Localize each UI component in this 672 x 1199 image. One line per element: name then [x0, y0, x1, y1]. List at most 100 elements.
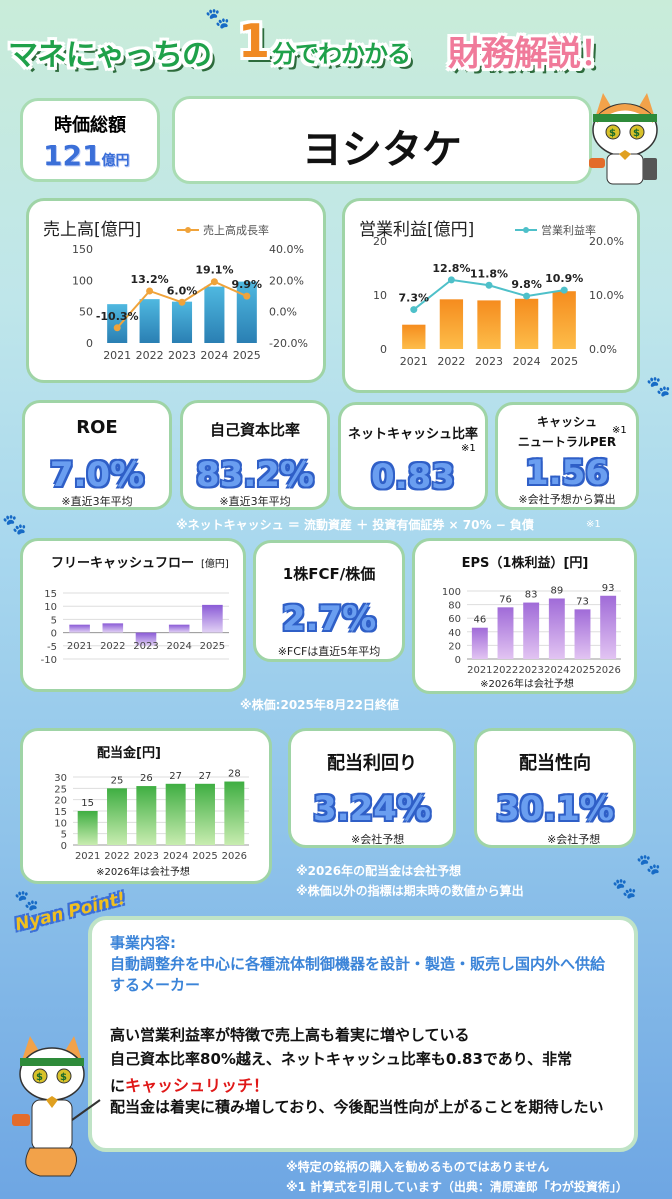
data-label: 12.8%	[432, 262, 470, 275]
bar	[107, 304, 128, 343]
y-tick-label: 60	[448, 614, 461, 625]
fcf-price-label: 1株FCF/株価	[282, 565, 376, 583]
bar	[402, 324, 426, 349]
bar	[548, 598, 565, 659]
fcf-chart-card: フリーキャッシュフロー [億円] 15 10 5 0 -5 -10 2021 2022 2023 20…	[20, 538, 246, 692]
eps-note: ※2026年は会社予想	[480, 677, 574, 690]
sales-chart-card: 売上高[億円] 売上高成長率 150 100 50 0 40.0% 20.0% 0.0% -20.…	[26, 198, 326, 383]
legend-marker	[523, 227, 529, 233]
cat-pointer-icon: $ $	[10, 1030, 102, 1180]
net-cash-value: 0.83	[371, 457, 455, 497]
cat-mascot-icon: $ $	[585, 88, 665, 188]
y2-tick-label: 0.0%	[269, 306, 297, 319]
y-tick-label: 40	[448, 628, 461, 639]
y-tick-label: 15	[54, 807, 67, 818]
div-chart-note: ※2026年は会社予想	[96, 865, 190, 878]
y2-tick-label: -20.0%	[269, 337, 308, 350]
x-tick-label: 2025	[200, 641, 225, 652]
y-tick-label: 10	[373, 289, 387, 302]
y-tick-label: -5	[47, 642, 57, 653]
roe-note: ※直近3年平均	[61, 495, 133, 508]
fcf-price-note: ※FCFは直近5年平均	[277, 645, 381, 658]
legend-label: 売上高成長率	[203, 223, 269, 237]
x-tick-label: 2026	[222, 851, 247, 862]
x-tick-label: 2022	[104, 851, 129, 862]
chart-title: EPS（1株利益）[円]	[462, 555, 589, 571]
x-tick-label: 2024	[544, 665, 569, 676]
x-tick-label: 2021	[400, 355, 428, 368]
line-point	[113, 324, 121, 332]
dividend-chart: 配当金[円]3025201510502021152022252023262024…	[54, 745, 249, 878]
legend-label: 営業利益率	[541, 223, 596, 237]
line-point	[146, 287, 154, 295]
x-tick-label: 2024	[163, 851, 188, 862]
nyan-line-2: 自己資本比率80%越え、ネットキャッシュ比率も0.83であり、非常	[110, 1050, 573, 1068]
y-tick-label: 150	[72, 243, 93, 256]
eps-chart: EPS（1株利益）[円] 100 80 60 40 20 0 2021 46 2022 76 2023…	[442, 555, 621, 690]
net-cash-card: ネットキャッシュ比率 ※1 0.83	[338, 402, 488, 510]
data-label: 28	[228, 769, 241, 780]
svg-text:$: $	[609, 128, 616, 139]
line-point	[243, 292, 251, 300]
x-tick-label: 2021	[467, 665, 492, 676]
y-tick-label: 25	[54, 784, 67, 795]
svg-text:$: $	[36, 1072, 43, 1083]
company-card: ヨシタケ	[172, 96, 592, 184]
bar	[523, 602, 540, 659]
x-tick-label: 2021	[75, 851, 100, 862]
y-tick-label: 30	[54, 773, 67, 784]
data-label: 6.0%	[167, 284, 198, 297]
title-num: 1	[238, 14, 270, 68]
y-tick-label: 10	[44, 602, 57, 613]
div-yield-note: ※会社予想	[351, 833, 405, 846]
div-note-2: ※株価以外の指標は期末時の数値から算出	[296, 884, 524, 898]
x-tick-label: 2022	[437, 355, 465, 368]
bar	[168, 624, 190, 633]
y-tick-label: 100	[72, 274, 93, 287]
eps-chart-card: EPS（1株利益）[円] 100 80 60 40 20 0 2021 46 2022 76 2023…	[412, 538, 637, 694]
data-label: 76	[499, 594, 512, 605]
bar	[135, 632, 157, 646]
x-tick-label: 2023	[134, 851, 159, 862]
data-label: 13.2%	[131, 273, 169, 286]
chart-title: 配当金[円]	[97, 745, 161, 761]
y2-tick-label: 40.0%	[269, 243, 304, 256]
title-part2: 分でわかかる	[272, 40, 411, 68]
company-name: ヨシタケ	[302, 127, 462, 173]
cn-per-value: 1.56	[525, 453, 609, 493]
x-tick-label: 2021	[103, 349, 131, 362]
y2-tick-label: 20.0%	[269, 274, 304, 287]
roe-label: ROE	[76, 417, 118, 438]
fcf-price-value: 2.7%	[281, 599, 377, 639]
y2-tick-label: 10.0%	[589, 289, 624, 302]
y-tick-label: 0	[51, 629, 57, 640]
bar	[77, 811, 98, 845]
price-note: ※株価:2025年8月22日終値	[240, 698, 399, 712]
y-tick-label: 0	[380, 343, 387, 356]
x-tick-label: 2023	[133, 641, 158, 652]
y-tick-label: 5	[51, 615, 57, 626]
equity-ratio-card: 自己資本比率 83.2% ※直近3年平均	[180, 400, 330, 510]
y-tick-label: -10	[41, 655, 57, 666]
x-tick-label: 2023	[518, 665, 543, 676]
bar	[514, 298, 539, 349]
cn-per-sup: ※1	[612, 425, 627, 436]
market-cap-label: 時価総額	[54, 115, 126, 136]
y-tick-label: 20	[373, 235, 387, 248]
svg-text:$: $	[60, 1072, 67, 1083]
x-tick-label: 2024	[513, 355, 541, 368]
net-cash-formula-sup: ※1	[586, 519, 601, 530]
bar	[139, 299, 160, 343]
x-tick-label: 2023	[168, 349, 196, 362]
line-point	[523, 292, 531, 300]
y-tick-label: 0	[86, 337, 93, 350]
paw-icon: 🐾	[14, 888, 39, 912]
data-label: 73	[576, 596, 589, 607]
cn-per-label2: ニュートラルPER	[517, 435, 617, 449]
chart-title: 営業利益[億円]	[359, 220, 474, 240]
data-label: 9.9%	[232, 278, 263, 291]
equity-ratio-note: ※直近3年平均	[219, 495, 291, 508]
x-tick-label: 2022	[136, 349, 164, 362]
x-tick-label: 2025	[550, 355, 578, 368]
line-point	[560, 286, 568, 294]
